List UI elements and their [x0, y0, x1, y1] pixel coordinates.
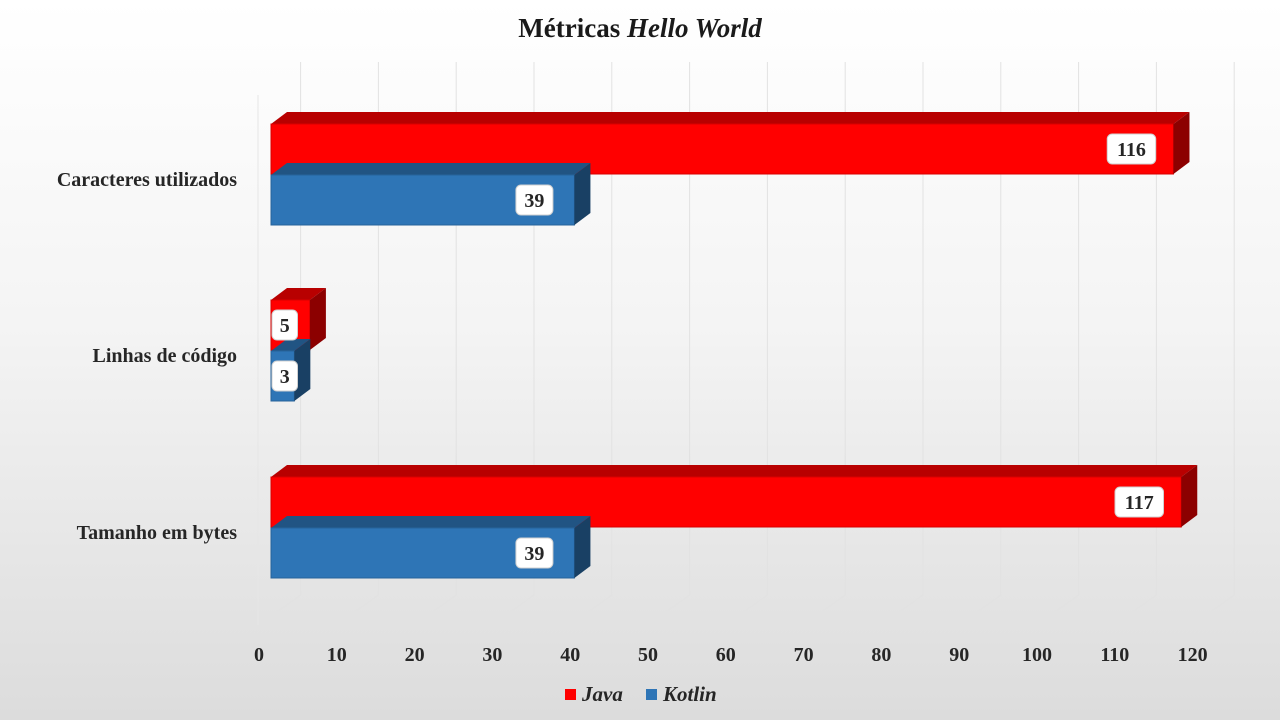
data-label-text: 39	[524, 543, 544, 565]
x-tick-80: 80	[871, 644, 891, 666]
data-label-text: 116	[1117, 139, 1146, 161]
data-labels: 116 39 5 3 117 39	[271, 133, 1165, 569]
x-tick-110: 110	[1100, 644, 1129, 666]
floor-gridline-40	[569, 594, 613, 626]
category-labels: Caracteres utilizados Linhas de código Tam…	[57, 169, 237, 544]
category-label-tamanho-em-bytes: Tamanho em bytes	[77, 522, 238, 544]
x-tick-30: 30	[482, 644, 502, 666]
data-label-java-tamanho-em-bytes: 117	[1114, 486, 1165, 518]
floor-gridline-20	[414, 594, 457, 626]
x-tick-100: 100	[1022, 644, 1052, 666]
bar-side-face	[574, 516, 591, 578]
bar-top-face	[271, 163, 591, 175]
bar-top-face	[271, 112, 1190, 124]
data-label-box	[515, 537, 554, 569]
chart-title-regular: Métricas	[518, 13, 620, 43]
data-label-box	[271, 309, 298, 341]
bar-side-face	[294, 339, 311, 401]
x-tick-70: 70	[794, 644, 814, 666]
floor-gridline-30	[492, 594, 535, 626]
category-label-linhas-de-codigo: Linhas de código	[93, 345, 237, 367]
data-label-box	[271, 360, 298, 392]
data-label-text: 39	[524, 190, 544, 212]
data-label-java-caracteres-utilizados: 116	[1106, 133, 1157, 165]
legend-swatch	[565, 689, 576, 700]
data-label-box	[1114, 486, 1165, 518]
x-tick-90: 90	[949, 644, 969, 666]
bar-side-face	[1181, 465, 1198, 527]
x-tick-60: 60	[716, 644, 736, 666]
data-label-java-linhas-de-codigo: 5	[271, 309, 298, 341]
x-tick-10: 10	[327, 644, 347, 666]
floor-gridline-60	[725, 594, 768, 626]
legend: Java Kotlin	[565, 682, 717, 706]
x-tick-20: 20	[405, 644, 425, 666]
x-tick-120: 120	[1178, 644, 1208, 666]
chart-title-italic: Hello World	[626, 13, 762, 43]
bar-side-face	[1173, 112, 1190, 174]
bar-front-face	[270, 527, 575, 579]
legend-swatch	[646, 689, 657, 700]
category-label-caracteres-utilizados: Caracteres utilizados	[57, 169, 237, 191]
data-label-box	[515, 184, 554, 216]
floor-gridline-70	[803, 594, 846, 626]
x-tick-0: 0	[254, 644, 264, 666]
x-tick-labels: 0 10 20 30 40 50 60 70 80 90 100 110 120	[254, 644, 1208, 666]
floor-gridline-100	[1036, 594, 1079, 626]
bar-top-face	[271, 288, 326, 300]
bar-top-face	[271, 465, 1198, 477]
legend-label: Kotlin	[662, 682, 717, 706]
bars	[270, 112, 1198, 579]
data-label-text: 3	[280, 366, 290, 388]
floor-gridline-10	[336, 594, 379, 626]
floor-gridline-50	[647, 594, 690, 626]
data-label-kotlin-tamanho-em-bytes: 39	[515, 537, 554, 569]
legend-item-java: Java	[565, 682, 623, 706]
chart-title: Métricas Hello World	[518, 13, 762, 43]
bar-side-face	[309, 288, 326, 350]
x-tick-40: 40	[560, 644, 580, 666]
floor-gridline-120	[1192, 594, 1235, 626]
data-label-kotlin-caracteres-utilizados: 39	[515, 184, 554, 216]
data-label-kotlin-linhas-de-codigo: 3	[271, 360, 298, 392]
bar-top-face	[271, 516, 591, 528]
data-label-box	[1106, 133, 1157, 165]
x-tick-50: 50	[638, 644, 658, 666]
legend-label: Java	[581, 682, 623, 706]
legend-item-kotlin: Kotlin	[646, 682, 717, 706]
floor-gridline-0	[258, 594, 301, 626]
bar-top-face	[271, 339, 311, 351]
bar-kotlin-tamanho-em-bytes	[270, 516, 591, 579]
bar-side-face	[574, 163, 591, 225]
floor-gridline-110	[1114, 594, 1157, 626]
floor-gridline-90	[958, 594, 1002, 626]
data-label-text: 5	[280, 315, 290, 337]
floor-gridline-80	[881, 594, 924, 626]
data-label-text: 117	[1125, 492, 1154, 514]
